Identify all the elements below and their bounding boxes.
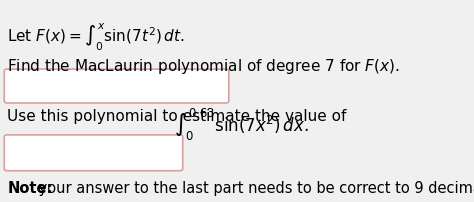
Text: Note:: Note: <box>7 181 53 196</box>
Text: Use this polynomial to estimate the value of: Use this polynomial to estimate the valu… <box>7 109 346 124</box>
Text: $\int_0^{0.63} \sin(7x^2)\, dx.$: $\int_0^{0.63} \sin(7x^2)\, dx.$ <box>174 107 309 143</box>
Text: your answer to the last part needs to be correct to 9 decimal places.: your answer to the last part needs to be… <box>35 181 474 196</box>
Text: Find the MacLaurin polynomial of degree 7 for $F(x)$.: Find the MacLaurin polynomial of degree … <box>7 57 400 76</box>
FancyBboxPatch shape <box>4 69 229 103</box>
Text: Let $F(x) = \int_0^x \sin(7t^2)\, dt.$: Let $F(x) = \int_0^x \sin(7t^2)\, dt.$ <box>7 21 185 53</box>
FancyBboxPatch shape <box>4 135 182 171</box>
